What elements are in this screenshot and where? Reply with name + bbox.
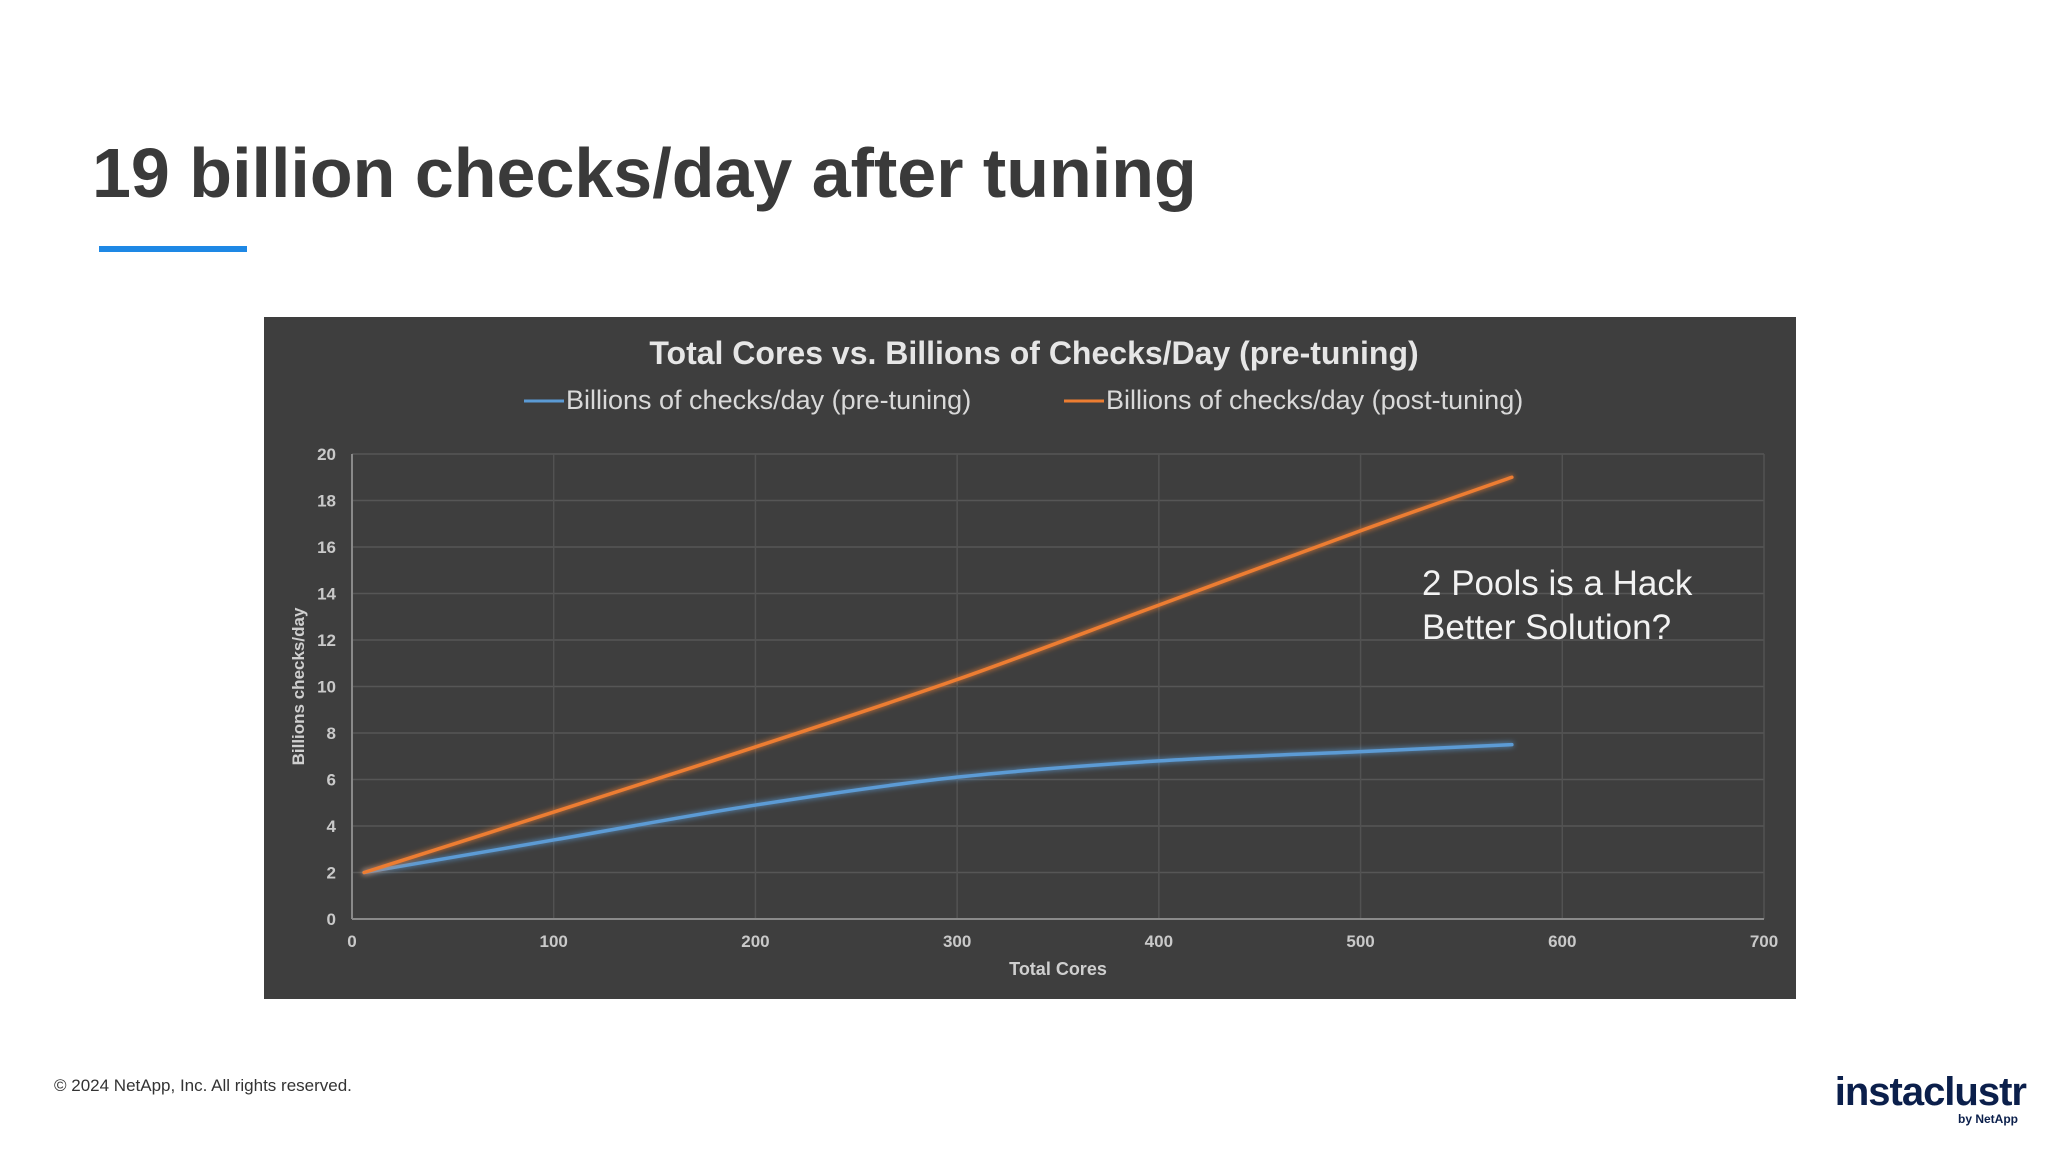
slide-title: 19 billion checks/day after tuning	[92, 134, 1197, 212]
x-tick-label: 100	[540, 932, 568, 951]
legend-label: Billions of checks/day (post-tuning)	[1106, 385, 1523, 415]
chart-annotation: Better Solution?	[1422, 608, 1671, 647]
chart-annotation: 2 Pools is a Hack	[1422, 564, 1693, 603]
y-tick-label: 6	[327, 771, 336, 790]
chart-axes	[351, 454, 1764, 920]
y-axis-title: Billions checks/day	[289, 607, 308, 765]
chart-panel: 0 2 4 6 8 10 12 14 16 18 20 0 100 200 300 400 500 600 700 T…	[264, 317, 1796, 999]
logo-subtext: by NetApp	[1958, 1112, 2018, 1126]
series-line-post-tuning	[362, 475, 1514, 875]
logo-wordmark: instaclustr	[1834, 1070, 2027, 1114]
x-tick-label: 200	[741, 932, 769, 951]
x-tick-label: 300	[943, 932, 971, 951]
y-tick-label: 2	[327, 864, 336, 883]
instaclustr-logo: instaclustr by NetApp	[1826, 1070, 2027, 1132]
y-tick-label: 10	[317, 678, 336, 697]
x-axis-title: Total Cores	[1009, 959, 1107, 979]
y-tick-label: 4	[327, 817, 337, 836]
title-underline	[99, 246, 247, 252]
y-tick-label: 14	[317, 585, 336, 604]
chart-series	[362, 475, 1514, 875]
series-line-pre-tuning	[362, 742, 1514, 875]
y-tick-label: 20	[317, 445, 336, 464]
chart-gridlines	[352, 453, 1765, 919]
x-tick-label: 0	[347, 932, 356, 951]
legend-label: Billions of checks/day (pre-tuning)	[566, 385, 971, 415]
y-tick-label: 0	[327, 910, 336, 929]
chart-title: Total Cores vs. Billions of Checks/Day (…	[649, 335, 1418, 371]
copyright-text: © 2024 NetApp, Inc. All rights reserved.	[54, 1076, 352, 1095]
y-tick-label: 18	[317, 492, 336, 511]
x-tick-label: 600	[1548, 932, 1576, 951]
y-tick-label: 16	[317, 538, 336, 557]
x-tick-label: 700	[1750, 932, 1778, 951]
y-tick-label: 8	[327, 724, 336, 743]
x-tick-label: 500	[1346, 932, 1374, 951]
y-tick-label: 12	[317, 631, 336, 650]
x-tick-label: 400	[1145, 932, 1173, 951]
